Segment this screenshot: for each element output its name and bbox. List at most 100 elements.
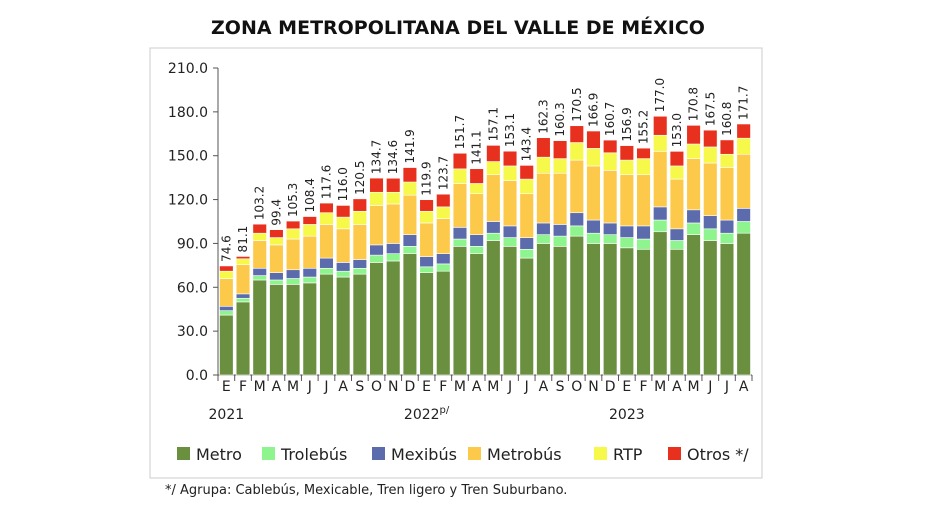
bar-segment-rtp <box>285 228 301 240</box>
bar-segment-trolebs <box>552 235 568 247</box>
bar-segment-metro <box>252 279 267 376</box>
bar-segment-trolebs <box>436 263 451 272</box>
x-tick-label: M <box>287 379 299 395</box>
legend-label: Mexibús <box>391 445 457 464</box>
bar-segment-mexibs <box>285 269 301 279</box>
legend-label: Otros */ <box>687 445 749 464</box>
x-tick-label: F <box>439 379 447 395</box>
bar-segment-rtp <box>352 210 367 225</box>
year-label: 2023 <box>609 407 645 423</box>
x-tick-label: S <box>355 379 364 395</box>
bar-segment-metrobs <box>219 278 234 307</box>
bar-segment-rtp <box>452 168 468 184</box>
bar-segment-metrobs <box>653 151 668 208</box>
x-tick-label: A <box>272 379 282 395</box>
bar-segment-rtp <box>636 158 651 176</box>
bar-segment-metro <box>302 282 317 376</box>
bar-segment-trolebs <box>269 279 284 285</box>
bar-segment-otros <box>536 137 551 158</box>
bar-segment-trolebs <box>502 237 518 247</box>
bar-segment-mexibs <box>319 257 334 269</box>
total-label: 120.5 <box>353 160 367 194</box>
bar-segment-mexibs <box>669 228 685 241</box>
total-label: 119.9 <box>420 161 434 195</box>
bar-segment-metrobs <box>302 235 317 269</box>
total-label: 155.2 <box>637 110 651 144</box>
total-label: 156.9 <box>620 107 634 141</box>
y-tick-label: 30.0 <box>177 324 208 340</box>
bar-segment-mexibs <box>569 212 584 227</box>
bar-segment-mexibs <box>402 234 418 247</box>
x-tick-label: M <box>254 379 266 395</box>
bar-segment-mexibs <box>252 267 267 276</box>
bar-segment-metro <box>269 284 284 376</box>
bar-segment-metrobs <box>402 194 418 235</box>
bar-segment-metrobs <box>319 224 334 259</box>
bar-segment-metro <box>235 301 251 376</box>
bar-segment-mexibs <box>269 272 284 281</box>
bar-segment-trolebs <box>669 240 685 250</box>
bar-segment-rtp <box>219 270 234 279</box>
bar-segment-otros <box>703 129 718 148</box>
bar-segment-metrobs <box>486 174 501 222</box>
bar-segment-trolebs <box>636 238 651 250</box>
bar-segment-rtp <box>336 216 351 230</box>
bar-segment-metrobs <box>736 153 751 209</box>
legend-swatch <box>177 447 190 460</box>
bar-segment-trolebs <box>603 234 618 244</box>
bar-segment-metro <box>419 272 434 376</box>
bar-segment-metro <box>352 273 367 376</box>
legend-swatch <box>668 447 681 460</box>
bar-segment-mexibs <box>502 225 518 238</box>
bar-segment-metrobs <box>636 174 651 227</box>
bar-segment-trolebs <box>569 225 584 237</box>
bar-segment-metro <box>636 248 651 376</box>
bar-segment-metro <box>519 257 534 376</box>
y-tick-label: 90.0 <box>177 236 208 252</box>
bar-segment-otros <box>619 145 634 161</box>
bar-segment-trolebs <box>452 238 468 247</box>
bar-segment-metrobs <box>586 165 601 221</box>
bar-segment-otros <box>736 123 751 139</box>
bar-segment-metro <box>569 235 584 376</box>
bar-segment-rtp <box>653 134 668 152</box>
total-label: 117.6 <box>319 165 333 199</box>
legend-swatch <box>594 447 607 460</box>
x-tick-label: A <box>672 379 682 395</box>
x-tick-label: M <box>688 379 700 395</box>
total-label: 81.1 <box>236 226 250 253</box>
x-tick-label: F <box>239 379 247 395</box>
bar-segment-metro <box>219 314 234 376</box>
bar-segment-trolebs <box>686 222 701 235</box>
bar-segment-trolebs <box>519 248 534 259</box>
bar-segment-mexibs <box>336 262 351 272</box>
bar-segment-rtp <box>736 137 751 155</box>
bar-segment-metrobs <box>386 203 401 244</box>
bar-segment-otros <box>486 145 501 162</box>
bar-segment-metrobs <box>569 159 584 214</box>
x-tick-label: E <box>422 379 431 395</box>
x-tick-label: A <box>539 379 549 395</box>
bar-segment-trolebs <box>369 254 384 263</box>
bar-segment-rtp <box>703 146 718 164</box>
bar-segment-metro <box>669 248 685 376</box>
bar-segment-metrobs <box>686 158 701 211</box>
bar-segment-metrobs <box>502 180 518 227</box>
total-label: 177.0 <box>653 78 667 112</box>
bar-segment-rtp <box>252 232 267 241</box>
bar-segment-metrobs <box>703 162 718 216</box>
bar-segment-otros <box>402 167 418 183</box>
bar-segment-metrobs <box>536 172 551 224</box>
bar-segment-otros <box>719 139 735 155</box>
year-label: 2022p/ <box>404 405 450 423</box>
legend-label: Trolebús <box>280 445 347 464</box>
x-tick-label: J <box>707 379 712 395</box>
bar-segment-trolebs <box>469 246 484 254</box>
total-label: 160.7 <box>603 102 617 136</box>
bar-segment-rtp <box>552 158 568 174</box>
x-tick-label: O <box>571 379 582 395</box>
bar-segment-rtp <box>569 142 584 161</box>
bar-segment-rtp <box>469 183 484 195</box>
bar-segment-mexibs <box>235 293 251 299</box>
bar-segment-metro <box>436 270 451 376</box>
